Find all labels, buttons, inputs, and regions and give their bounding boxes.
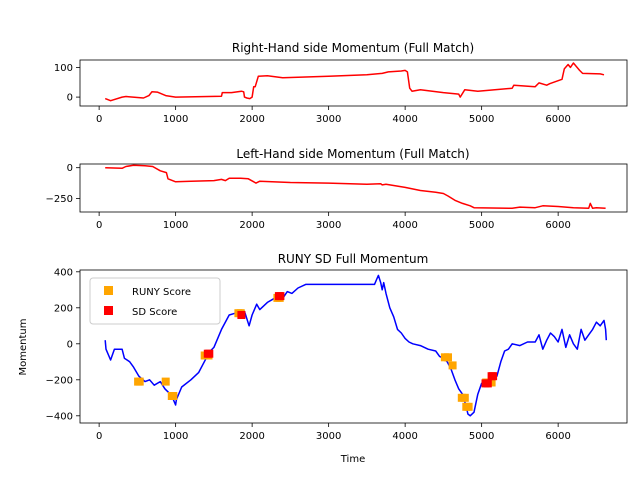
- y-tick-label: 100: [54, 63, 73, 74]
- x-tick-label: 5000: [469, 220, 494, 231]
- runy-score-marker: [444, 353, 452, 362]
- plot-area: [104, 62, 605, 102]
- x-tick-label: 1000: [163, 114, 188, 125]
- right-hand-momentum-panel: Right-Hand side Momentum (Full Match) 0 1…: [54, 41, 628, 125]
- series-line-0: [104, 274, 608, 417]
- x-tick-label: 0: [96, 220, 102, 231]
- axes-frame: [79, 269, 628, 424]
- sd-score-marker: [489, 372, 498, 381]
- x-tick-label: 4000: [392, 431, 417, 442]
- y-tick-label: 400: [54, 267, 73, 278]
- x-tick-label: 3000: [316, 220, 341, 231]
- x-tick-label: 2000: [239, 431, 264, 442]
- runy-score-marker: [169, 392, 178, 400]
- y-tick-label: −250: [46, 194, 73, 205]
- x-tick-label: 4000: [392, 220, 417, 231]
- y-tick-label: −400: [46, 411, 73, 422]
- series-line-0: [104, 62, 605, 102]
- plot-area: [105, 164, 606, 210]
- legend-marker-runy: [104, 286, 113, 295]
- x-tick-label: 1000: [163, 431, 188, 442]
- left-hand-momentum-panel: Left-Hand side Momentum (Full Match) 0 10…: [46, 147, 628, 231]
- sd-score-marker: [237, 311, 246, 319]
- x-tick-label: 2000: [239, 220, 264, 231]
- x-tick-label: 6000: [545, 220, 570, 231]
- x-tick-label: 0: [96, 114, 102, 125]
- legend: RUNY Score SD Score: [89, 277, 221, 325]
- x-tick-label: 4000: [392, 114, 417, 125]
- axes-frame: [79, 59, 628, 107]
- panel-title: Right-Hand side Momentum (Full Match): [232, 41, 474, 55]
- y-tick-label: 0: [67, 163, 73, 174]
- x-tick-label: 5000: [469, 431, 494, 442]
- legend-box: [89, 277, 221, 325]
- runy-score-marker: [460, 393, 469, 402]
- panel-title: Left-Hand side Momentum (Full Match): [236, 147, 469, 161]
- y-tick-label: 0: [67, 93, 73, 104]
- plot-area: [104, 274, 608, 417]
- full-momentum-panel: RUNY SD Full Momentum Time Momentum 0 100…: [18, 252, 628, 465]
- legend-label-sd: SD Score: [132, 307, 177, 318]
- y-axis-label: Momentum: [18, 319, 29, 376]
- legend-marker-sd: [104, 306, 113, 315]
- sd-score-marker: [483, 379, 492, 388]
- runy-score-marker: [135, 377, 144, 386]
- axes-frame: [79, 163, 628, 213]
- x-tick-label: 3000: [316, 114, 341, 125]
- x-tick-label: 0: [96, 431, 102, 442]
- x-tick-label: 2000: [239, 114, 264, 125]
- y-tick-label: −200: [46, 375, 73, 386]
- runy-score-marker: [448, 361, 457, 370]
- sd-score-marker: [205, 349, 214, 358]
- x-tick-label: 6000: [545, 431, 570, 442]
- series-line-0: [105, 164, 606, 210]
- panel-title: RUNY SD Full Momentum: [278, 252, 429, 266]
- x-tick-label: 6000: [545, 114, 570, 125]
- x-tick-label: 3000: [316, 431, 341, 442]
- y-tick-label: 200: [54, 303, 73, 314]
- legend-label-runy: RUNY Score: [132, 287, 191, 298]
- x-tick-label: 1000: [163, 220, 188, 231]
- x-tick-label: 5000: [469, 114, 494, 125]
- sd-score-marker: [276, 292, 285, 301]
- runy-score-marker: [161, 377, 170, 386]
- y-tick-label: 0: [67, 339, 73, 350]
- x-axis-label: Time: [340, 454, 365, 465]
- runy-score-marker: [464, 402, 473, 411]
